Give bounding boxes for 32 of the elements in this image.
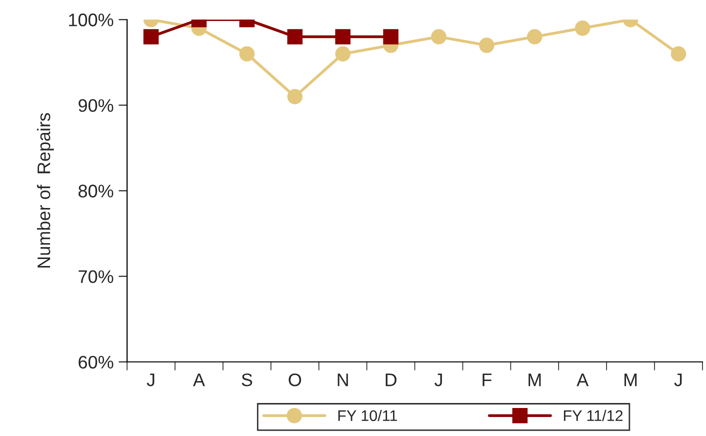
point bbox=[574, 20, 590, 36]
y-tick-label: 80% bbox=[78, 184, 114, 198]
y-tick-label: 60% bbox=[78, 356, 114, 369]
x-tick-label: S bbox=[242, 373, 252, 386]
x-tick-label: J bbox=[146, 374, 154, 386]
point bbox=[287, 88, 303, 104]
y-tick-label: 90% bbox=[78, 99, 114, 112]
y-tick-label: 70% bbox=[78, 270, 114, 284]
point bbox=[479, 38, 494, 53]
x-tick-label: F bbox=[482, 374, 492, 386]
point bbox=[143, 29, 159, 44]
x-tick-label: M bbox=[624, 374, 637, 386]
point bbox=[670, 46, 686, 62]
x-tick-label: J bbox=[674, 374, 682, 386]
point bbox=[239, 46, 255, 62]
x-tick-label: N bbox=[338, 374, 348, 386]
point bbox=[335, 29, 350, 44]
point bbox=[383, 29, 398, 44]
y-axis-title: Number of Repairs bbox=[36, 113, 54, 268]
x-tick-label: M bbox=[528, 374, 541, 386]
x-tick-label: A bbox=[193, 374, 205, 386]
x-tick-label: J bbox=[434, 374, 442, 386]
x-tick-label: A bbox=[576, 374, 589, 386]
legend-label: FY 10/11 bbox=[338, 410, 397, 422]
point bbox=[287, 29, 303, 44]
x-tick-label: O bbox=[288, 373, 302, 386]
y-tick-label: 100% bbox=[69, 14, 114, 26]
legend-label: FY 11/12 bbox=[564, 410, 623, 422]
point bbox=[431, 29, 446, 44]
point bbox=[527, 29, 542, 44]
point bbox=[335, 46, 350, 62]
x-tick-label: D bbox=[386, 374, 396, 386]
